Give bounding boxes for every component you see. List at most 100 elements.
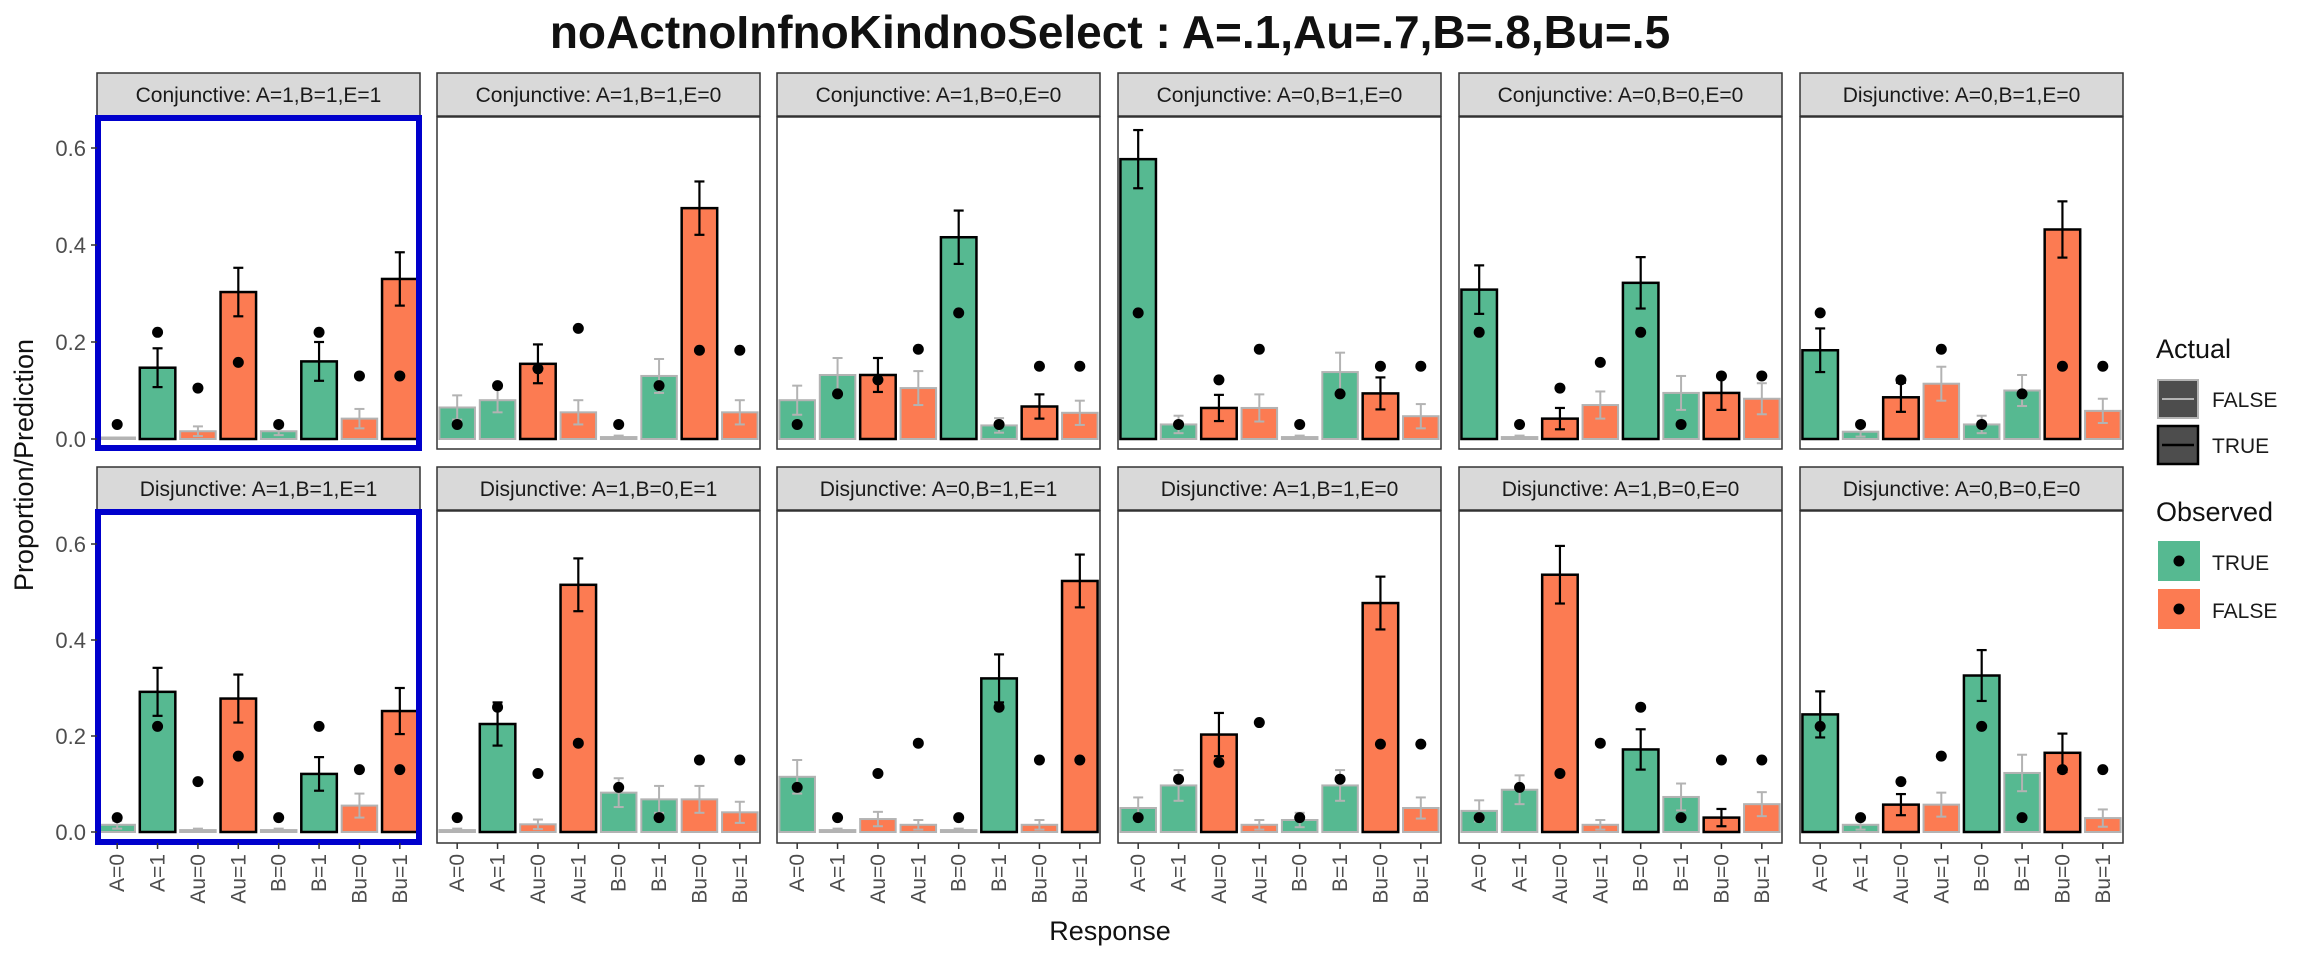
- error-bar: [233, 266, 244, 318]
- facet-strip-label: Conjunctive: A=0,B=0,E=0: [1498, 84, 1744, 107]
- error-bar: [1716, 807, 1727, 828]
- highlight-border: [95, 115, 422, 451]
- prediction-point: [791, 418, 803, 430]
- prediction-point: [532, 767, 544, 779]
- x-tick-label: Au=0: [1208, 854, 1231, 904]
- x-tick-label: Au=0: [1890, 854, 1913, 904]
- legend-key-observed-false: [2158, 589, 2200, 629]
- error-bar: [1034, 393, 1045, 420]
- prediction-point: [152, 720, 164, 732]
- x-tick-label: B=0: [268, 854, 291, 892]
- prediction-point: [1294, 812, 1306, 824]
- facet-strip-label: Conjunctive: A=1,B=1,E=1: [136, 84, 382, 107]
- facet-strip-label: Disjunctive: A=1,B=0,E=1: [480, 478, 718, 501]
- facet-strip: [436, 466, 761, 511]
- x-tick-label: Au=0: [187, 854, 210, 904]
- panel-border: [1458, 510, 1783, 844]
- error-bar: [394, 686, 405, 736]
- error-bar: [1375, 376, 1386, 411]
- facet-strip-label: Disjunctive: A=0,B=0,E=0: [1843, 478, 2081, 501]
- error-bar: [394, 251, 405, 307]
- facet-strip-label: Disjunctive: A=0,B=1,E=0: [1843, 84, 2081, 107]
- prediction-point: [1895, 776, 1907, 788]
- x-tick-label: Bu=0: [2051, 854, 2074, 904]
- prediction-point: [1554, 382, 1566, 394]
- x-tick-label: A=0: [106, 854, 129, 892]
- x-tick-label: Au=1: [227, 854, 250, 904]
- panel-border: [1458, 116, 1783, 450]
- bar: [680, 798, 719, 833]
- prediction-point: [1374, 738, 1386, 750]
- prediction-point: [791, 781, 803, 793]
- x-tick-label: Bu=1: [1069, 854, 1092, 904]
- error-bar: [2097, 397, 2108, 424]
- prediction-point: [1935, 750, 1947, 762]
- error-bar: [314, 756, 325, 792]
- x-tick-label: B=1: [308, 854, 331, 892]
- x-tick-label: B=1: [2011, 854, 2034, 892]
- legend-label: TRUE: [2212, 435, 2269, 458]
- prediction-point: [872, 374, 884, 386]
- y-tick-label: 0.4: [55, 233, 86, 258]
- prediction-point: [1756, 754, 1768, 766]
- facet-strip-label: Conjunctive: A=1,B=0,E=0: [816, 84, 1062, 107]
- prediction-point: [1473, 326, 1485, 338]
- error-bar: [573, 399, 584, 426]
- prediction-point: [832, 388, 844, 400]
- prediction-point: [832, 812, 844, 824]
- legend-label: FALSE: [2212, 389, 2277, 412]
- y-tick-label: 0.6: [55, 532, 86, 557]
- x-tick-label: Bu=0: [1369, 854, 1392, 904]
- prediction-point: [1594, 737, 1606, 749]
- error-bar: [792, 384, 803, 416]
- error-bar: [1294, 434, 1305, 440]
- bar: [2043, 228, 2082, 441]
- error-bar: [1815, 327, 1826, 374]
- bar: [98, 436, 136, 440]
- prediction-point: [273, 418, 285, 430]
- error-bar: [832, 827, 843, 833]
- x-tick-label: A=0: [446, 854, 469, 892]
- error-bar: [152, 347, 163, 389]
- error-bar: [1756, 382, 1767, 416]
- error-bar: [1554, 406, 1565, 431]
- prediction-point: [1213, 756, 1225, 768]
- x-tick-label: Bu=0: [348, 854, 371, 904]
- error-bar: [314, 340, 325, 382]
- prediction-point: [1074, 754, 1086, 766]
- facet-panel: Conjunctive: A=0,B=1,E=0: [1117, 72, 1442, 450]
- facet-strip-label: Conjunctive: A=0,B=1,E=0: [1157, 84, 1403, 107]
- x-tick-label: B=1: [648, 854, 671, 892]
- prediction-point: [1074, 360, 1086, 372]
- error-bar: [192, 425, 203, 438]
- prediction-point: [1253, 717, 1265, 729]
- x-tick-label: A=0: [1468, 854, 1491, 892]
- prediction-point: [872, 767, 884, 779]
- prediction-point: [1173, 773, 1185, 785]
- highlight-border: [95, 509, 422, 845]
- prediction-point: [613, 418, 625, 430]
- prediction-point: [1976, 720, 1988, 732]
- facet-strip-label: Disjunctive: A=1,B=1,E=1: [140, 478, 378, 501]
- facet-panel: Disjunctive: A=1,B=0,E=1 A=0 A=1 Au=0 Au=1 B=…: [436, 466, 761, 904]
- error-bar: [354, 407, 365, 430]
- prediction-point: [1814, 307, 1826, 319]
- error-bar: [1936, 791, 1947, 818]
- legend-title-actual: Actual: [2156, 334, 2231, 364]
- error-bar: [2057, 200, 2068, 259]
- prediction-point: [1895, 374, 1907, 386]
- prediction-point: [2016, 812, 2028, 824]
- prediction-point: [1814, 720, 1826, 732]
- y-axis-title: Proportion/Prediction: [9, 339, 39, 591]
- x-tick-label: Bu=1: [1751, 854, 1774, 904]
- prediction-point: [1213, 374, 1225, 386]
- prediction-point: [353, 370, 365, 382]
- prediction-point: [1132, 812, 1144, 824]
- prediction-point: [1033, 754, 1045, 766]
- x-tick-label: B=0: [1630, 854, 1653, 892]
- facet-strip: [776, 72, 1101, 117]
- facet-strip: [1117, 72, 1442, 117]
- bar: [1361, 601, 1400, 834]
- error-bar: [734, 399, 745, 426]
